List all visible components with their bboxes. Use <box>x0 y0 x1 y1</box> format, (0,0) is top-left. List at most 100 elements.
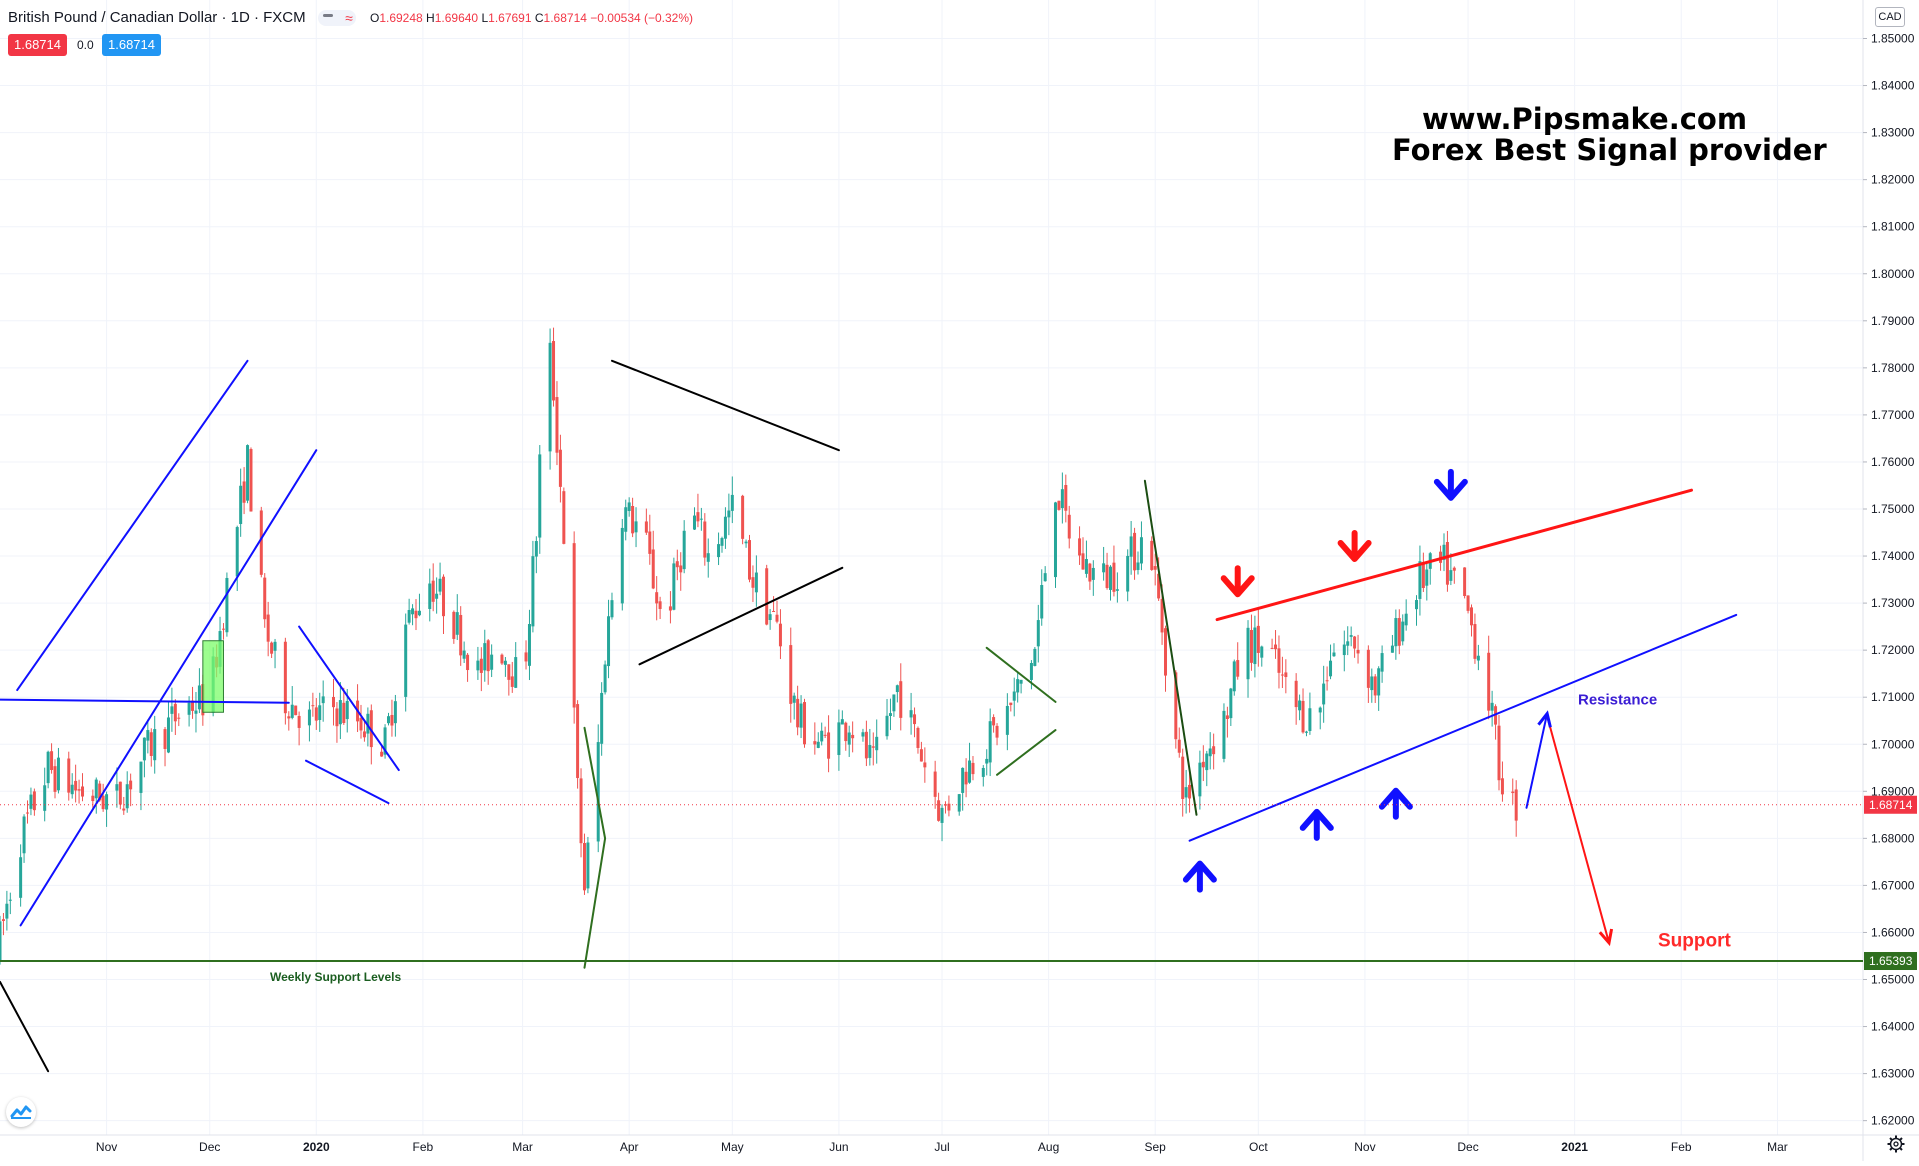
candle-body <box>552 341 556 401</box>
candle-body <box>765 568 769 625</box>
candle-body <box>864 731 868 759</box>
symbol-title[interactable]: British Pound / Canadian Dollar · 1D · F… <box>8 9 306 26</box>
candle-body <box>287 716 291 719</box>
candle-body <box>369 710 373 748</box>
candle-body <box>610 600 614 618</box>
candle-body <box>266 614 270 642</box>
candle-body <box>1019 679 1023 684</box>
time-axis-label: Jul <box>934 1140 949 1154</box>
trend-line-red[interactable] <box>1546 715 1610 944</box>
currency-badge[interactable]: CAD <box>1875 7 1905 27</box>
candle-body <box>177 717 181 719</box>
trend-line-blue[interactable] <box>16 359 249 692</box>
candle-body <box>387 716 391 724</box>
candle-body <box>1370 676 1374 691</box>
candle-body <box>50 751 54 771</box>
price-axis-label: 1.82000 <box>1871 173 1915 187</box>
trend-line-green[interactable] <box>996 729 1057 776</box>
trend-line-blue[interactable] <box>1188 613 1738 842</box>
candle-body <box>149 732 153 756</box>
candle-body <box>627 502 631 512</box>
candle-body <box>1081 553 1085 570</box>
candle-body <box>913 714 917 725</box>
candle-body <box>1067 514 1071 539</box>
candle-body <box>940 807 944 823</box>
candle-body <box>1452 567 1456 571</box>
candle-body <box>115 784 119 791</box>
candle-body <box>1304 731 1308 733</box>
gear-icon[interactable] <box>1887 1135 1905 1153</box>
legend-toggle[interactable]: ≈ <box>317 10 356 27</box>
sell-price-button[interactable]: 1.68714 <box>8 34 67 56</box>
trend-line-green[interactable] <box>985 646 1057 703</box>
candle-body <box>342 702 346 723</box>
candle-body <box>452 611 456 639</box>
candle-body <box>1177 739 1181 753</box>
candle-body <box>331 696 335 708</box>
candle-body <box>1260 646 1264 658</box>
candle-body <box>1 919 5 921</box>
price-axis-label: 1.83000 <box>1871 126 1915 140</box>
tradingview-logo[interactable] <box>6 1097 36 1127</box>
time-axis-label: Sep <box>1145 1140 1167 1154</box>
candle-body <box>548 342 552 452</box>
trend-line-black[interactable] <box>638 566 844 666</box>
candle-body <box>8 899 12 901</box>
trend-line-blue[interactable] <box>19 449 318 927</box>
candle-body <box>603 664 607 693</box>
candle-body <box>129 780 133 790</box>
trend-line-darkgreen[interactable] <box>1143 479 1198 816</box>
candle-body <box>435 593 439 599</box>
trend-line-red[interactable] <box>1215 488 1693 622</box>
candle-body <box>1112 562 1116 592</box>
time-axis-label: Feb <box>413 1140 434 1154</box>
candle-body <box>1126 555 1130 592</box>
candle-body <box>1325 680 1329 682</box>
trend-line-blue[interactable] <box>305 759 390 805</box>
candle-body <box>885 715 889 737</box>
trend-line-blue[interactable] <box>0 698 290 704</box>
candle-body <box>844 722 848 742</box>
time-axis-label: Oct <box>1249 1140 1268 1154</box>
candle-body <box>404 624 408 697</box>
candle-body <box>1043 573 1047 582</box>
candle-body <box>483 643 487 671</box>
candle-body <box>796 698 800 728</box>
candle-body <box>1212 746 1216 755</box>
close-value: 1.68714 <box>543 11 587 25</box>
candle-body <box>153 729 157 761</box>
time-axis-label: 2021 <box>1561 1140 1588 1154</box>
trend-line-black[interactable] <box>0 980 50 1073</box>
trend-line-green[interactable] <box>583 726 607 969</box>
candle-body <box>1157 573 1161 599</box>
candle-body <box>514 657 518 688</box>
candle-body <box>1511 791 1515 794</box>
candle-body <box>428 583 432 609</box>
candle-body <box>995 725 999 738</box>
candle-body <box>1078 538 1082 556</box>
candle-body <box>1356 649 1360 654</box>
buy-price-button[interactable]: 1.68714 <box>102 34 161 56</box>
candle-body <box>1301 700 1305 733</box>
trend-line-blue[interactable] <box>1525 712 1549 809</box>
candle-body <box>1160 598 1164 633</box>
candle-body <box>679 565 683 573</box>
current-price-badge <box>1864 795 1917 814</box>
candle-body <box>937 800 941 821</box>
candle-body <box>1318 707 1322 713</box>
candle-body <box>1418 561 1422 599</box>
candle-body <box>586 842 590 889</box>
candle-body <box>895 685 899 693</box>
time-axis-label: Nov <box>1354 1140 1375 1154</box>
candle-body <box>249 449 253 512</box>
candle-body <box>1040 585 1044 619</box>
time-axis-label: Nov <box>96 1140 117 1154</box>
trend-line-blue[interactable] <box>298 625 400 772</box>
trend-line-black[interactable] <box>611 359 840 452</box>
candle-body <box>311 705 315 707</box>
candle-body <box>531 556 535 627</box>
candle-body <box>1487 652 1491 711</box>
candle-body <box>1342 644 1346 656</box>
